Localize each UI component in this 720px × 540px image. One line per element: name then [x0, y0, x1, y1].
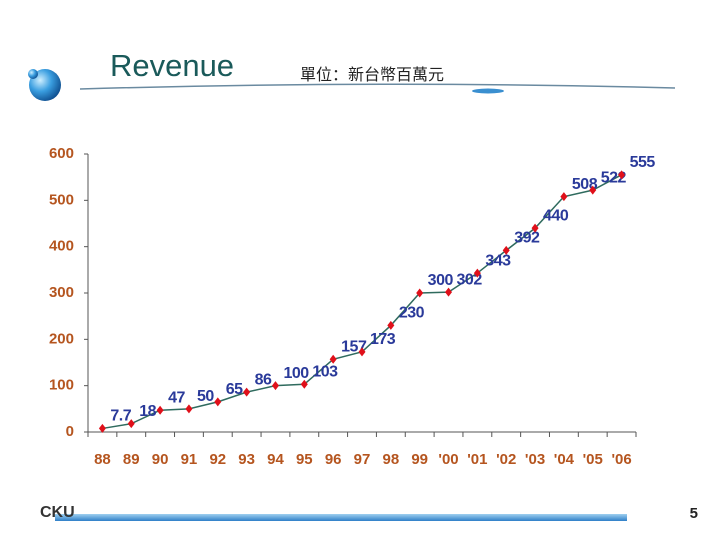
- data-label: 50: [197, 388, 214, 405]
- x-tick-label: '01: [467, 451, 487, 468]
- marker: [618, 170, 626, 180]
- data-label: 555: [630, 154, 656, 171]
- x-tick-label: '06: [611, 451, 631, 468]
- x-tick-label: 98: [382, 451, 399, 468]
- marker: [531, 223, 539, 233]
- x-tick-label: '03: [525, 451, 545, 468]
- marker: [127, 419, 135, 429]
- marker: [445, 287, 453, 297]
- data-label: 300: [428, 272, 454, 289]
- y-tick-label: 400: [49, 238, 74, 255]
- marker: [387, 320, 395, 330]
- marker: [560, 192, 568, 202]
- marker: [214, 397, 222, 407]
- data-label: 65: [226, 381, 243, 398]
- marker: [589, 185, 597, 195]
- data-label: 392: [514, 230, 540, 247]
- x-tick-label: 94: [267, 451, 284, 468]
- marker: [473, 268, 481, 278]
- y-tick-label: 300: [49, 284, 74, 301]
- x-tick-label: 89: [123, 451, 140, 468]
- rule-accent: [472, 88, 504, 94]
- y-tick-label: 100: [49, 377, 74, 394]
- y-tick-label: 0: [66, 423, 74, 440]
- data-label: 7.7: [110, 408, 131, 425]
- x-tick-label: 88: [94, 451, 111, 468]
- data-label: 86: [255, 371, 272, 388]
- title-rule: [79, 83, 676, 90]
- footer-bar: [55, 514, 627, 521]
- marker: [156, 405, 164, 415]
- data-label: 173: [370, 331, 396, 348]
- data-label: 343: [485, 252, 511, 269]
- x-tick-label: '04: [554, 451, 575, 468]
- marker: [271, 381, 279, 391]
- x-tick-label: 93: [238, 451, 255, 468]
- marker: [358, 347, 366, 357]
- x-tick-label: 92: [209, 451, 226, 468]
- x-tick-label: 91: [181, 451, 198, 468]
- x-tick-label: 95: [296, 451, 313, 468]
- x-tick-label: 96: [325, 451, 342, 468]
- data-label: 103: [312, 363, 338, 380]
- data-label: 440: [543, 207, 569, 224]
- page-number: 5: [690, 505, 698, 522]
- marker: [502, 245, 510, 255]
- marker: [243, 387, 251, 397]
- x-tick-label: 90: [152, 451, 169, 468]
- data-label: 47: [168, 389, 185, 406]
- x-tick-label: 99: [411, 451, 428, 468]
- x-tick-label: '00: [438, 451, 458, 468]
- x-tick-label: '02: [496, 451, 516, 468]
- y-tick-label: 200: [49, 330, 74, 347]
- x-tick-label: 97: [354, 451, 371, 468]
- chart-subtitle: 單位：新台幣百萬元: [300, 66, 444, 84]
- marker: [329, 354, 337, 364]
- y-tick-label: 500: [49, 191, 74, 208]
- data-label: 230: [399, 305, 425, 322]
- y-tick-label: 600: [49, 145, 74, 162]
- footer-text: CKU: [40, 504, 75, 521]
- data-label: 18: [139, 403, 156, 420]
- logo-ball-small: [28, 69, 38, 79]
- chart-title: Revenue: [110, 48, 234, 83]
- data-label: 100: [283, 365, 309, 382]
- marker: [98, 423, 106, 433]
- marker: [416, 288, 424, 298]
- marker: [300, 379, 308, 389]
- x-tick-label: '05: [583, 451, 603, 468]
- marker: [185, 404, 193, 414]
